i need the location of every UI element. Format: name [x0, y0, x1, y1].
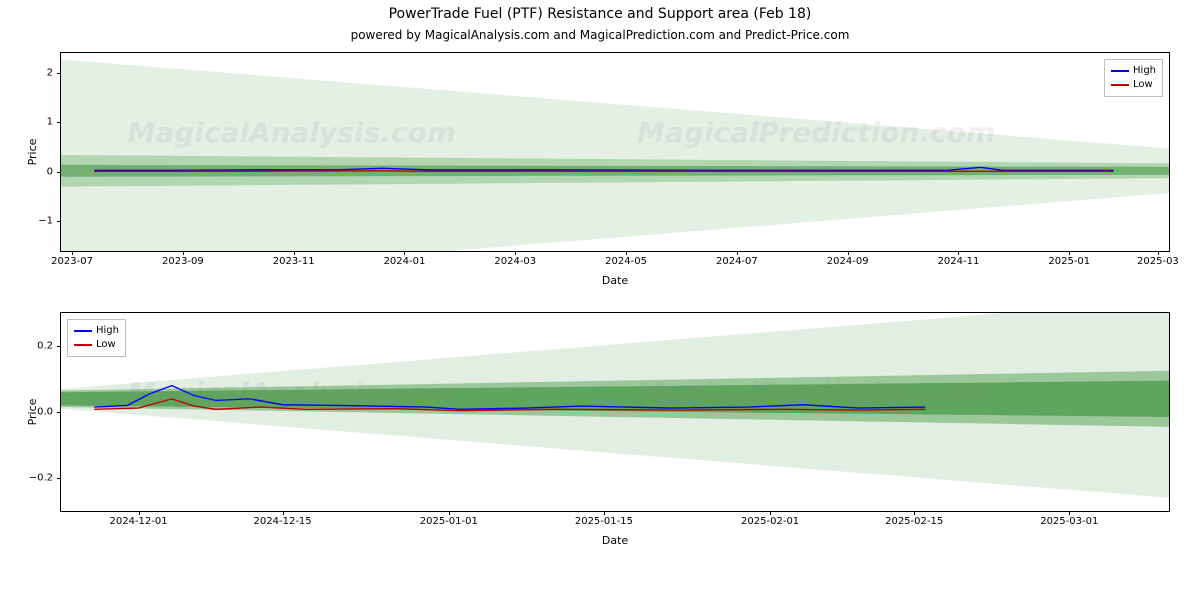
- x-tick-mark: [770, 511, 771, 515]
- legend-label: High: [1133, 64, 1156, 78]
- legend-swatch: [1111, 84, 1129, 86]
- x-tick-label: 2025-01-15: [575, 516, 633, 527]
- legend-item: Low: [1111, 78, 1156, 92]
- x-axis-label: Date: [602, 274, 628, 287]
- x-tick-label: 2023-11: [273, 256, 315, 267]
- x-tick-label: 2025-01: [1048, 256, 1090, 267]
- x-tick-mark: [626, 251, 627, 255]
- x-tick-mark: [848, 251, 849, 255]
- x-tick-label: 2025-03-01: [1040, 516, 1098, 527]
- plot-area-2: [61, 313, 1169, 511]
- legend-swatch: [74, 330, 92, 332]
- x-tick-label: 2024-12-15: [254, 516, 312, 527]
- legend-item: High: [74, 324, 119, 338]
- x-tick-label: 2025-02-15: [885, 516, 943, 527]
- y-tick-label: 0.0: [37, 407, 53, 418]
- chart-title: PowerTrade Fuel (PTF) Resistance and Sup…: [0, 6, 1200, 22]
- x-tick-mark: [515, 251, 516, 255]
- legend: HighLow: [1104, 59, 1163, 97]
- x-tick-mark: [1158, 251, 1159, 255]
- x-tick-mark: [914, 511, 915, 515]
- x-tick-label: 2023-09: [162, 256, 204, 267]
- chart-panel-1: Price Date MagicalAnalysis.comMagicalPre…: [60, 52, 1170, 252]
- y-tick-label: 0: [47, 166, 53, 177]
- x-tick-label: 2024-11: [938, 256, 980, 267]
- y-tick-label: 1: [47, 117, 53, 128]
- chart-subtitle: powered by MagicalAnalysis.com and Magic…: [0, 28, 1200, 42]
- y-tick-mark: [57, 73, 61, 74]
- y-tick-label: −1: [38, 216, 53, 227]
- x-tick-label: 2024-05: [605, 256, 647, 267]
- legend-swatch: [1111, 70, 1129, 72]
- y-tick-mark: [57, 221, 61, 222]
- y-tick-label: 2: [47, 67, 53, 78]
- x-tick-label: 2024-09: [827, 256, 869, 267]
- legend: HighLow: [67, 319, 126, 357]
- x-tick-mark: [1069, 511, 1070, 515]
- y-tick-mark: [57, 172, 61, 173]
- x-axis-label: Date: [602, 534, 628, 547]
- y-tick-mark: [57, 346, 61, 347]
- x-tick-mark: [404, 251, 405, 255]
- x-tick-mark: [183, 251, 184, 255]
- x-tick-mark: [958, 251, 959, 255]
- legend-label: Low: [96, 338, 116, 352]
- x-tick-label: 2024-07: [716, 256, 758, 267]
- x-tick-mark: [737, 251, 738, 255]
- x-tick-mark: [449, 511, 450, 515]
- chart-panel-2: Price Date MagicalAnalysis.comMagicalPre…: [60, 312, 1170, 512]
- x-tick-mark: [294, 251, 295, 255]
- legend-label: High: [96, 324, 119, 338]
- x-tick-label: 2025-03: [1137, 256, 1179, 267]
- legend-label: Low: [1133, 78, 1153, 92]
- y-tick-label: −0.2: [29, 473, 53, 484]
- y-tick-mark: [57, 122, 61, 123]
- x-tick-mark: [139, 511, 140, 515]
- legend-item: High: [1111, 64, 1156, 78]
- x-tick-label: 2024-03: [494, 256, 536, 267]
- x-tick-label: 2023-07: [51, 256, 93, 267]
- x-tick-label: 2024-12-01: [109, 516, 167, 527]
- legend-item: Low: [74, 338, 119, 352]
- x-tick-label: 2024-01: [384, 256, 426, 267]
- x-tick-mark: [604, 511, 605, 515]
- legend-swatch: [74, 344, 92, 346]
- chart-container: PowerTrade Fuel (PTF) Resistance and Sup…: [0, 6, 1200, 606]
- x-tick-label: 2025-01-01: [420, 516, 478, 527]
- x-tick-label: 2025-02-01: [741, 516, 799, 527]
- y-tick-mark: [57, 412, 61, 413]
- y-axis-label: Price: [26, 139, 39, 166]
- plot-area-1: [61, 53, 1169, 251]
- y-tick-mark: [57, 478, 61, 479]
- x-tick-mark: [1069, 251, 1070, 255]
- y-tick-label: 0.2: [37, 341, 53, 352]
- x-tick-mark: [72, 251, 73, 255]
- x-tick-mark: [283, 511, 284, 515]
